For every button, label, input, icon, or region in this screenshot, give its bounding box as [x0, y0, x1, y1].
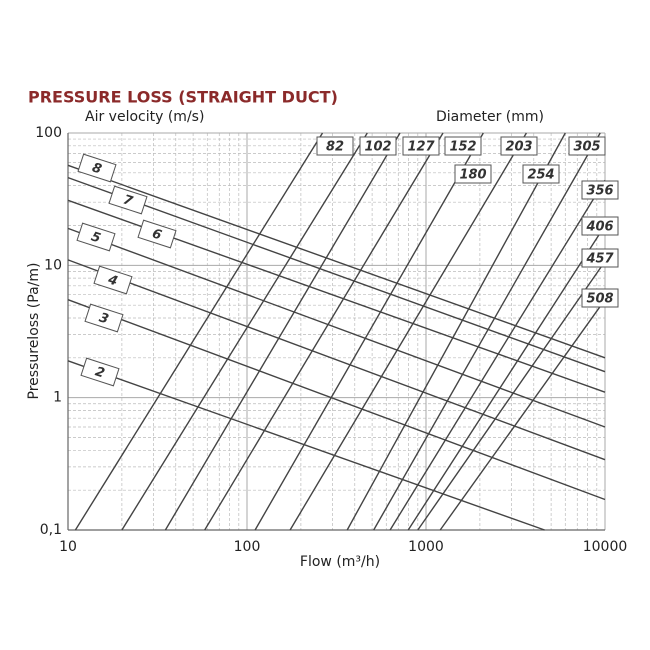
label-box: [359, 136, 397, 156]
line-label: 305: [568, 136, 606, 156]
label-text: 127: [407, 140, 435, 155]
line: [74, 132, 324, 531]
y-tick-label: 100: [35, 125, 62, 141]
line: [121, 132, 368, 531]
label-box: [500, 136, 538, 156]
label-text: 406: [585, 220, 613, 235]
x-tick-label: 100: [234, 539, 261, 555]
label-text: 2: [93, 364, 106, 381]
label-text: 5: [89, 229, 102, 246]
label-text: 3: [97, 310, 110, 327]
line: [346, 132, 566, 531]
line-label: 6: [137, 219, 177, 249]
line-label: 457: [581, 248, 619, 268]
y-tick-label: 1: [53, 390, 62, 406]
y-tick-label: 10: [44, 257, 62, 273]
label-box: [402, 136, 440, 156]
line-label: 7: [108, 185, 148, 215]
line-label: 127: [402, 136, 440, 156]
x-tick-label: 10000: [583, 539, 628, 555]
label-box: [108, 185, 148, 215]
line-label: 8: [77, 153, 117, 183]
line-label: 2: [80, 357, 120, 387]
label-box: [93, 265, 133, 295]
label-box: [454, 164, 492, 184]
line: [67, 299, 606, 501]
line: [67, 259, 606, 461]
line-label: 406: [581, 216, 619, 236]
diameter-label: Diameter (mm): [436, 109, 544, 125]
line: [289, 132, 528, 531]
label-box: [316, 136, 354, 156]
label-text: 305: [573, 140, 600, 155]
label-box: [76, 222, 116, 252]
line-label: 3: [84, 303, 124, 333]
label-box: [581, 248, 619, 268]
label-text: 508: [586, 292, 613, 307]
line: [67, 176, 606, 373]
label-text: 4: [105, 272, 119, 289]
label-text: 82: [326, 140, 344, 155]
line: [204, 132, 444, 531]
chart-title: PRESSURE LOSS (STRAIGHT DUCT): [28, 88, 338, 107]
line-label: 152: [444, 136, 482, 156]
line: [389, 179, 606, 531]
line-label: 180: [454, 164, 492, 184]
label-text: 254: [527, 168, 554, 183]
line-label: 4: [93, 265, 133, 295]
label-box: [581, 288, 619, 308]
label-text: 356: [586, 184, 613, 199]
line-label: 82: [316, 136, 354, 156]
y-tick-label: 0,1: [40, 522, 62, 538]
line-label: 356: [581, 180, 619, 200]
label-text: 152: [449, 140, 476, 155]
label-box: [568, 136, 606, 156]
label-text: 6: [150, 226, 163, 243]
line-label: 5: [76, 222, 116, 252]
label-text: 180: [459, 168, 486, 183]
line: [67, 360, 545, 531]
x-axis-label: Flow (m³/h): [300, 554, 380, 570]
line: [254, 132, 484, 531]
line: [373, 132, 601, 531]
line: [164, 132, 401, 531]
line: [417, 260, 606, 531]
x-tick-label: 10: [59, 539, 77, 555]
label-box: [581, 180, 619, 200]
label-box: [77, 153, 117, 183]
label-box: [522, 164, 560, 184]
label-text: 102: [364, 140, 391, 155]
label-box: [581, 216, 619, 236]
label-box: [137, 219, 177, 249]
line-label: 254: [522, 164, 560, 184]
line: [407, 225, 606, 531]
line: [67, 227, 606, 428]
line-label: 203: [500, 136, 538, 156]
label-text: 457: [585, 252, 614, 267]
x-tick-label: 1000: [408, 539, 444, 555]
velocity-label: Air velocity (m/s): [85, 109, 204, 125]
label-box: [84, 303, 124, 333]
label-text: 8: [90, 160, 103, 177]
line: [439, 299, 606, 531]
label-box: [444, 136, 482, 156]
y-axis-label: Pressureloss (Pa/m): [26, 263, 42, 400]
label-text: 203: [505, 140, 532, 155]
line-label: 508: [581, 288, 619, 308]
line-label: 102: [359, 136, 397, 156]
label-box: [80, 357, 120, 387]
